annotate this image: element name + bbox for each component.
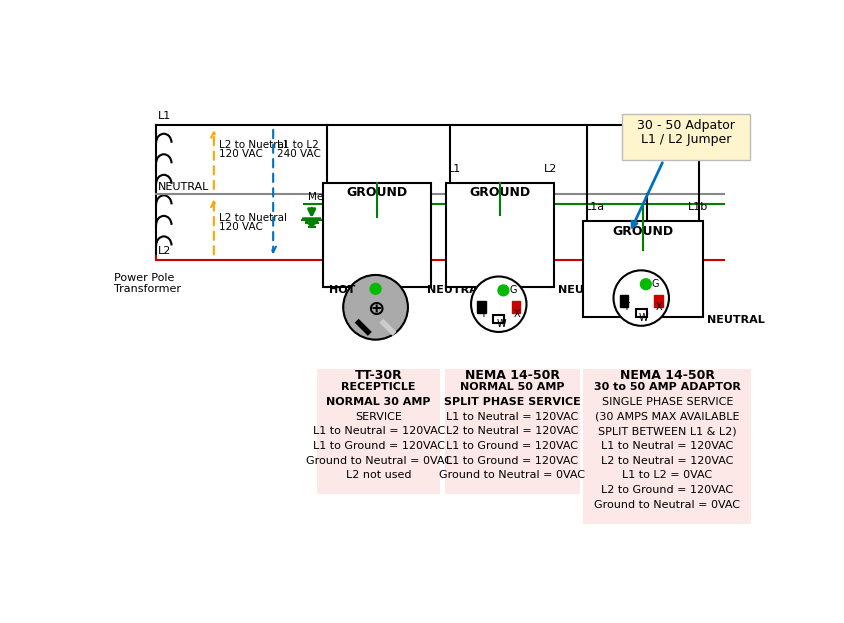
Text: L2 to Neutral = 120VAC: L2 to Neutral = 120VAC — [446, 426, 578, 436]
Text: NORMAL 50 AMP: NORMAL 50 AMP — [460, 383, 565, 392]
Text: GROUND: GROUND — [470, 186, 531, 199]
Text: Transformer: Transformer — [114, 284, 181, 294]
Text: Y: Y — [623, 302, 629, 312]
Text: NEMA 14-50R: NEMA 14-50R — [619, 369, 715, 382]
Text: NEUTRAL: NEUTRAL — [158, 183, 209, 193]
FancyBboxPatch shape — [446, 183, 555, 287]
FancyBboxPatch shape — [511, 301, 521, 313]
Polygon shape — [302, 218, 321, 227]
Text: Ground to Neutral = 0VAC: Ground to Neutral = 0VAC — [439, 470, 585, 480]
Text: G: G — [652, 279, 659, 289]
Text: L1 to L2: L1 to L2 — [277, 140, 319, 150]
Text: L1b: L1b — [687, 202, 707, 212]
Text: W: W — [496, 320, 506, 330]
FancyBboxPatch shape — [323, 183, 431, 287]
Text: SERVICE: SERVICE — [355, 412, 402, 422]
Text: L2: L2 — [158, 246, 171, 256]
Text: 120 VAC: 120 VAC — [219, 222, 263, 232]
Circle shape — [614, 270, 669, 326]
Text: L1 to L2 = 0VAC: L1 to L2 = 0VAC — [622, 470, 712, 480]
FancyBboxPatch shape — [494, 315, 504, 323]
Text: L1 / L2 Jumper: L1 / L2 Jumper — [641, 133, 731, 146]
Text: L1: L1 — [448, 164, 461, 174]
Text: 30 to 50 AMP ADAPTOR: 30 to 50 AMP ADAPTOR — [594, 383, 741, 392]
Circle shape — [344, 275, 408, 340]
Circle shape — [371, 283, 381, 294]
Text: L2 to Nuetral: L2 to Nuetral — [219, 213, 287, 223]
Text: Ground to Neutral = 0VAC: Ground to Neutral = 0VAC — [306, 455, 452, 465]
Text: Y: Y — [480, 308, 486, 318]
Text: L2 not used: L2 not used — [346, 470, 411, 480]
Text: L1 to Neutral = 120VAC: L1 to Neutral = 120VAC — [446, 412, 578, 422]
Text: NEMA 14-50R: NEMA 14-50R — [465, 369, 560, 382]
FancyBboxPatch shape — [317, 369, 441, 495]
Text: GROUND: GROUND — [347, 186, 408, 199]
Circle shape — [471, 277, 527, 332]
Text: SINGLE PHASE SERVICE: SINGLE PHASE SERVICE — [602, 397, 733, 407]
Text: L2: L2 — [544, 164, 557, 174]
FancyBboxPatch shape — [619, 295, 628, 307]
Text: L1 to Ground = 120VAC: L1 to Ground = 120VAC — [446, 455, 578, 465]
Text: X: X — [513, 308, 520, 318]
Text: SPLIT PHASE SERVICE: SPLIT PHASE SERVICE — [444, 397, 581, 407]
FancyBboxPatch shape — [477, 301, 485, 313]
Text: X: X — [656, 302, 663, 312]
Text: L1: L1 — [158, 112, 170, 121]
Text: NEUTRAL: NEUTRAL — [558, 285, 616, 295]
Text: L1 to Ground = 120VAC: L1 to Ground = 120VAC — [446, 441, 578, 451]
Text: NEUTRAL: NEUTRAL — [706, 315, 765, 325]
Text: W: W — [639, 313, 648, 323]
Text: 240 VAC: 240 VAC — [277, 149, 321, 159]
FancyBboxPatch shape — [445, 369, 580, 495]
Text: Ground to Neutral = 0VAC: Ground to Neutral = 0VAC — [594, 500, 740, 510]
Text: Power Pole: Power Pole — [114, 273, 174, 283]
Text: HOT: HOT — [329, 285, 355, 295]
Circle shape — [498, 285, 509, 296]
Text: L1 to Neutral = 120VAC: L1 to Neutral = 120VAC — [601, 441, 733, 451]
Text: L2 to Ground = 120VAC: L2 to Ground = 120VAC — [601, 485, 733, 495]
Text: 120 VAC: 120 VAC — [219, 149, 263, 159]
Circle shape — [641, 279, 652, 290]
FancyBboxPatch shape — [583, 369, 751, 524]
FancyBboxPatch shape — [622, 114, 749, 160]
Text: Metal Ground Post: Metal Ground Post — [308, 191, 403, 201]
Text: L1 to Ground = 120VAC: L1 to Ground = 120VAC — [312, 441, 445, 451]
Text: L2 to Neutral = 120VAC: L2 to Neutral = 120VAC — [601, 455, 733, 465]
Text: G: G — [510, 285, 517, 295]
Text: GROUND: GROUND — [613, 225, 674, 238]
Text: L1 to Neutral = 120VAC: L1 to Neutral = 120VAC — [312, 426, 445, 436]
Text: NORMAL 30 AMP: NORMAL 30 AMP — [327, 397, 431, 407]
Text: L1a: L1a — [585, 202, 605, 212]
Text: TT-30R: TT-30R — [354, 369, 403, 382]
FancyBboxPatch shape — [583, 221, 703, 317]
Text: ⊕: ⊕ — [367, 299, 384, 319]
Text: RECEPTICLE: RECEPTICLE — [342, 383, 416, 392]
Text: (30 AMPS MAX AVAILABLE: (30 AMPS MAX AVAILABLE — [595, 412, 739, 422]
FancyBboxPatch shape — [654, 295, 663, 307]
Text: SPLIT BETWEEN L1 & L2): SPLIT BETWEEN L1 & L2) — [598, 426, 737, 436]
Text: 30 - 50 Adpator: 30 - 50 Adpator — [637, 118, 735, 131]
Text: L2 to Nuetral: L2 to Nuetral — [219, 140, 287, 150]
Text: NEUTRAL: NEUTRAL — [427, 285, 485, 295]
FancyBboxPatch shape — [636, 309, 647, 317]
